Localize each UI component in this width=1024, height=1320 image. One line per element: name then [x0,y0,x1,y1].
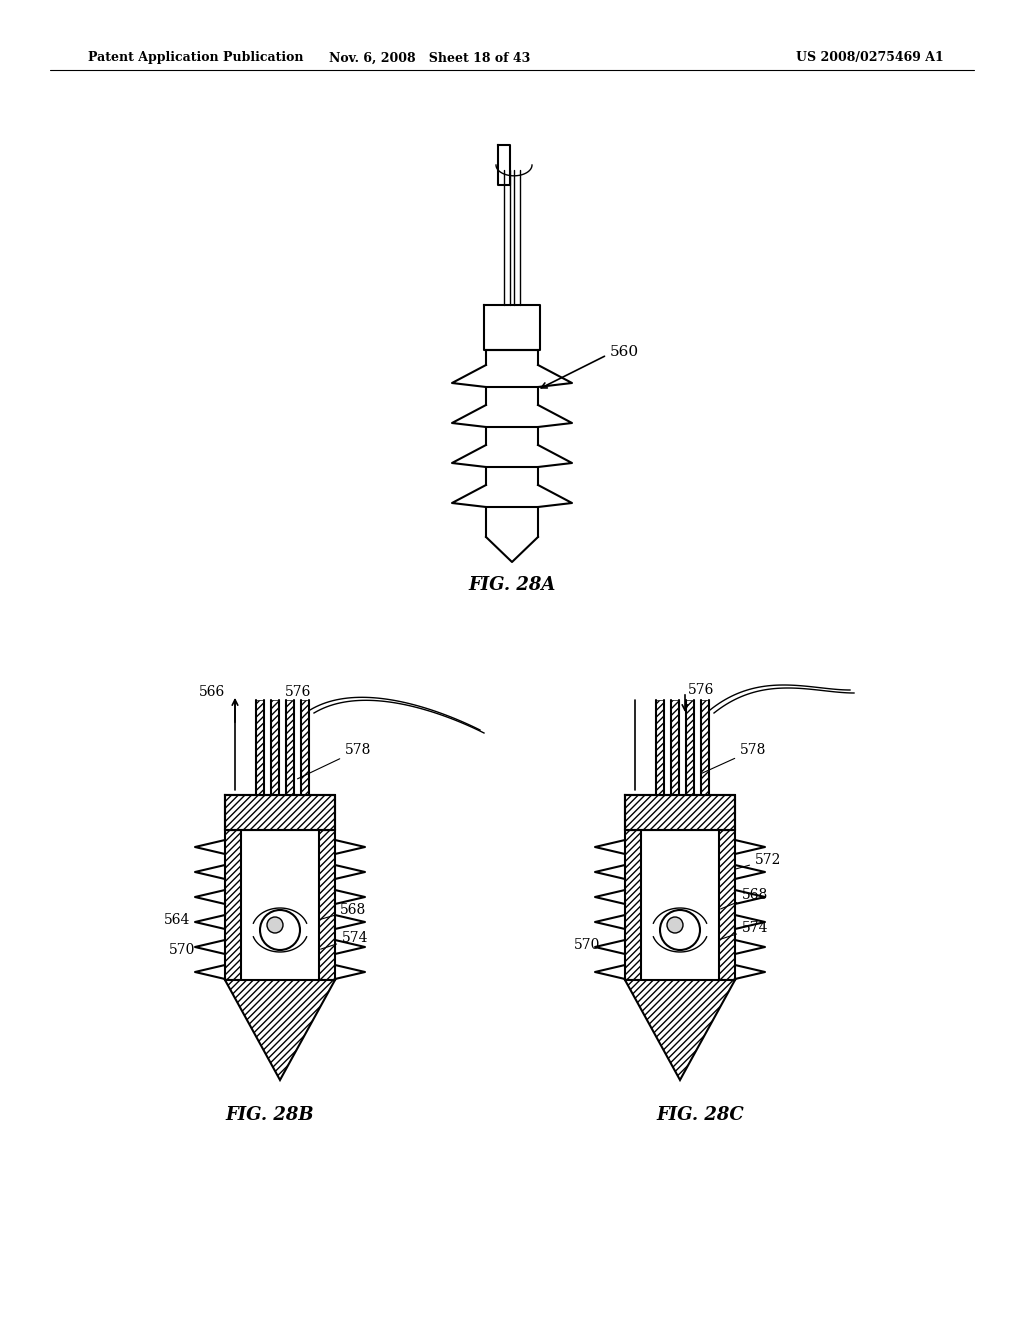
Polygon shape [701,700,709,795]
Polygon shape [625,979,735,1080]
Text: 568: 568 [721,888,768,909]
Polygon shape [686,700,694,795]
Circle shape [667,917,683,933]
Text: FIG. 28A: FIG. 28A [468,576,556,594]
Polygon shape [319,830,335,979]
Polygon shape [225,795,335,830]
Text: 564: 564 [164,913,190,927]
Polygon shape [225,830,241,979]
Polygon shape [656,700,664,795]
Text: 572: 572 [734,853,781,870]
Text: 568: 568 [321,903,367,919]
Text: 574: 574 [321,931,369,949]
Polygon shape [271,700,279,795]
Text: 574: 574 [721,921,768,939]
Text: FIG. 28C: FIG. 28C [656,1106,743,1125]
Polygon shape [225,979,335,1080]
Polygon shape [719,830,735,979]
Text: Patent Application Publication: Patent Application Publication [88,51,303,65]
Text: 576: 576 [688,682,715,697]
Polygon shape [625,830,641,979]
Text: 570: 570 [573,939,600,952]
Text: 560: 560 [610,345,639,359]
Circle shape [267,917,283,933]
Text: 576: 576 [285,685,311,700]
Text: 566: 566 [199,685,225,700]
Polygon shape [256,700,264,795]
Text: 570: 570 [169,942,195,957]
Text: US 2008/0275469 A1: US 2008/0275469 A1 [796,51,944,65]
Text: FIG. 28B: FIG. 28B [225,1106,314,1125]
Polygon shape [671,700,679,795]
Polygon shape [625,795,735,830]
Polygon shape [301,700,309,795]
Text: 578: 578 [298,743,372,779]
Polygon shape [286,700,294,795]
Text: Nov. 6, 2008   Sheet 18 of 43: Nov. 6, 2008 Sheet 18 of 43 [330,51,530,65]
Text: 578: 578 [700,743,766,774]
